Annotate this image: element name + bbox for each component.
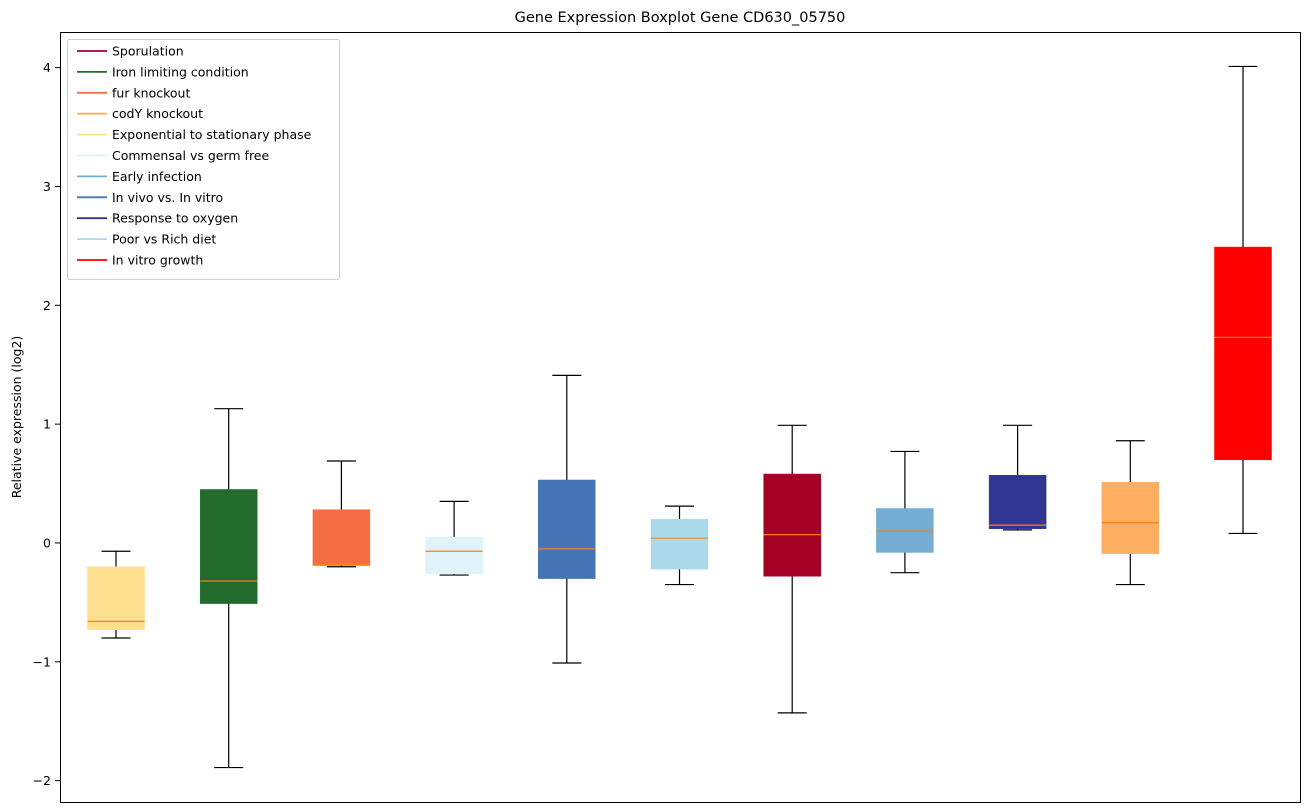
box-5	[538, 374, 596, 664]
box-9	[988, 424, 1047, 531]
box-body	[312, 509, 371, 566]
legend-label: In vitro growth	[112, 253, 203, 268]
legend-label: codY knockout	[112, 106, 203, 121]
legend-item: Poor vs Rich diet	[77, 232, 216, 247]
box-body	[763, 473, 821, 577]
box-11	[1214, 65, 1272, 535]
chart-title: Gene Expression Boxplot Gene CD630_05750	[515, 10, 846, 26]
box-10	[1101, 440, 1160, 586]
box-7	[763, 424, 821, 714]
legend-frame	[67, 39, 340, 280]
box-3	[312, 460, 371, 568]
legend-item: Sporulation	[77, 44, 184, 59]
box-body	[538, 479, 596, 579]
y-tick-label: 3	[43, 179, 51, 194]
box-body	[650, 518, 709, 570]
y-axis-label: Relative expression (log2)	[9, 336, 24, 499]
legend-label: fur knockout	[112, 85, 190, 100]
legend-label: Exponential to stationary phase	[112, 127, 312, 142]
legend-label: Response to oxygen	[112, 211, 238, 226]
boxes-layer	[87, 65, 1272, 769]
y-tick-label: 2	[43, 298, 51, 313]
y-tick-label: −1	[33, 654, 51, 669]
legend-item: fur knockout	[77, 85, 190, 100]
y-tick-label: 0	[43, 535, 51, 550]
box-6	[650, 505, 709, 586]
y-tick-label: −2	[33, 773, 51, 788]
y-tick-label: 4	[43, 60, 51, 75]
box-2	[199, 408, 258, 769]
axes-frame	[60, 32, 1301, 803]
box-8	[876, 450, 934, 574]
box-body	[988, 474, 1047, 529]
box-body	[199, 489, 258, 604]
legend-label: Sporulation	[112, 44, 184, 59]
legend-label: Iron limiting condition	[112, 64, 249, 79]
legend-item: In vitro growth	[77, 253, 203, 268]
legend-item: Response to oxygen	[77, 211, 238, 226]
y-axis: −2 −1 0 1 2 3 4	[33, 60, 60, 788]
box-body	[87, 566, 145, 630]
legend-item: Exponential to stationary phase	[77, 127, 312, 142]
legend-item: Commensal vs germ free	[77, 148, 269, 163]
legend-label: Poor vs Rich diet	[112, 232, 216, 247]
legend-label: Commensal vs germ free	[112, 148, 269, 163]
legend-item: In vivo vs. In vitro	[77, 190, 223, 205]
legend-item: Iron limiting condition	[77, 64, 249, 79]
legend: Sporulation Iron limiting condition fur kn…	[67, 39, 340, 280]
legend-item: Early infection	[77, 169, 202, 184]
box-body	[1214, 246, 1272, 461]
box-1	[87, 550, 145, 639]
box-body	[1101, 482, 1160, 554]
legend-label: Early infection	[112, 169, 202, 184]
box-4	[425, 500, 483, 576]
legend-item: codY knockout	[77, 106, 203, 121]
legend-label: In vivo vs. In vitro	[112, 190, 223, 205]
box-body	[425, 536, 483, 575]
y-tick-label: 1	[43, 417, 51, 432]
